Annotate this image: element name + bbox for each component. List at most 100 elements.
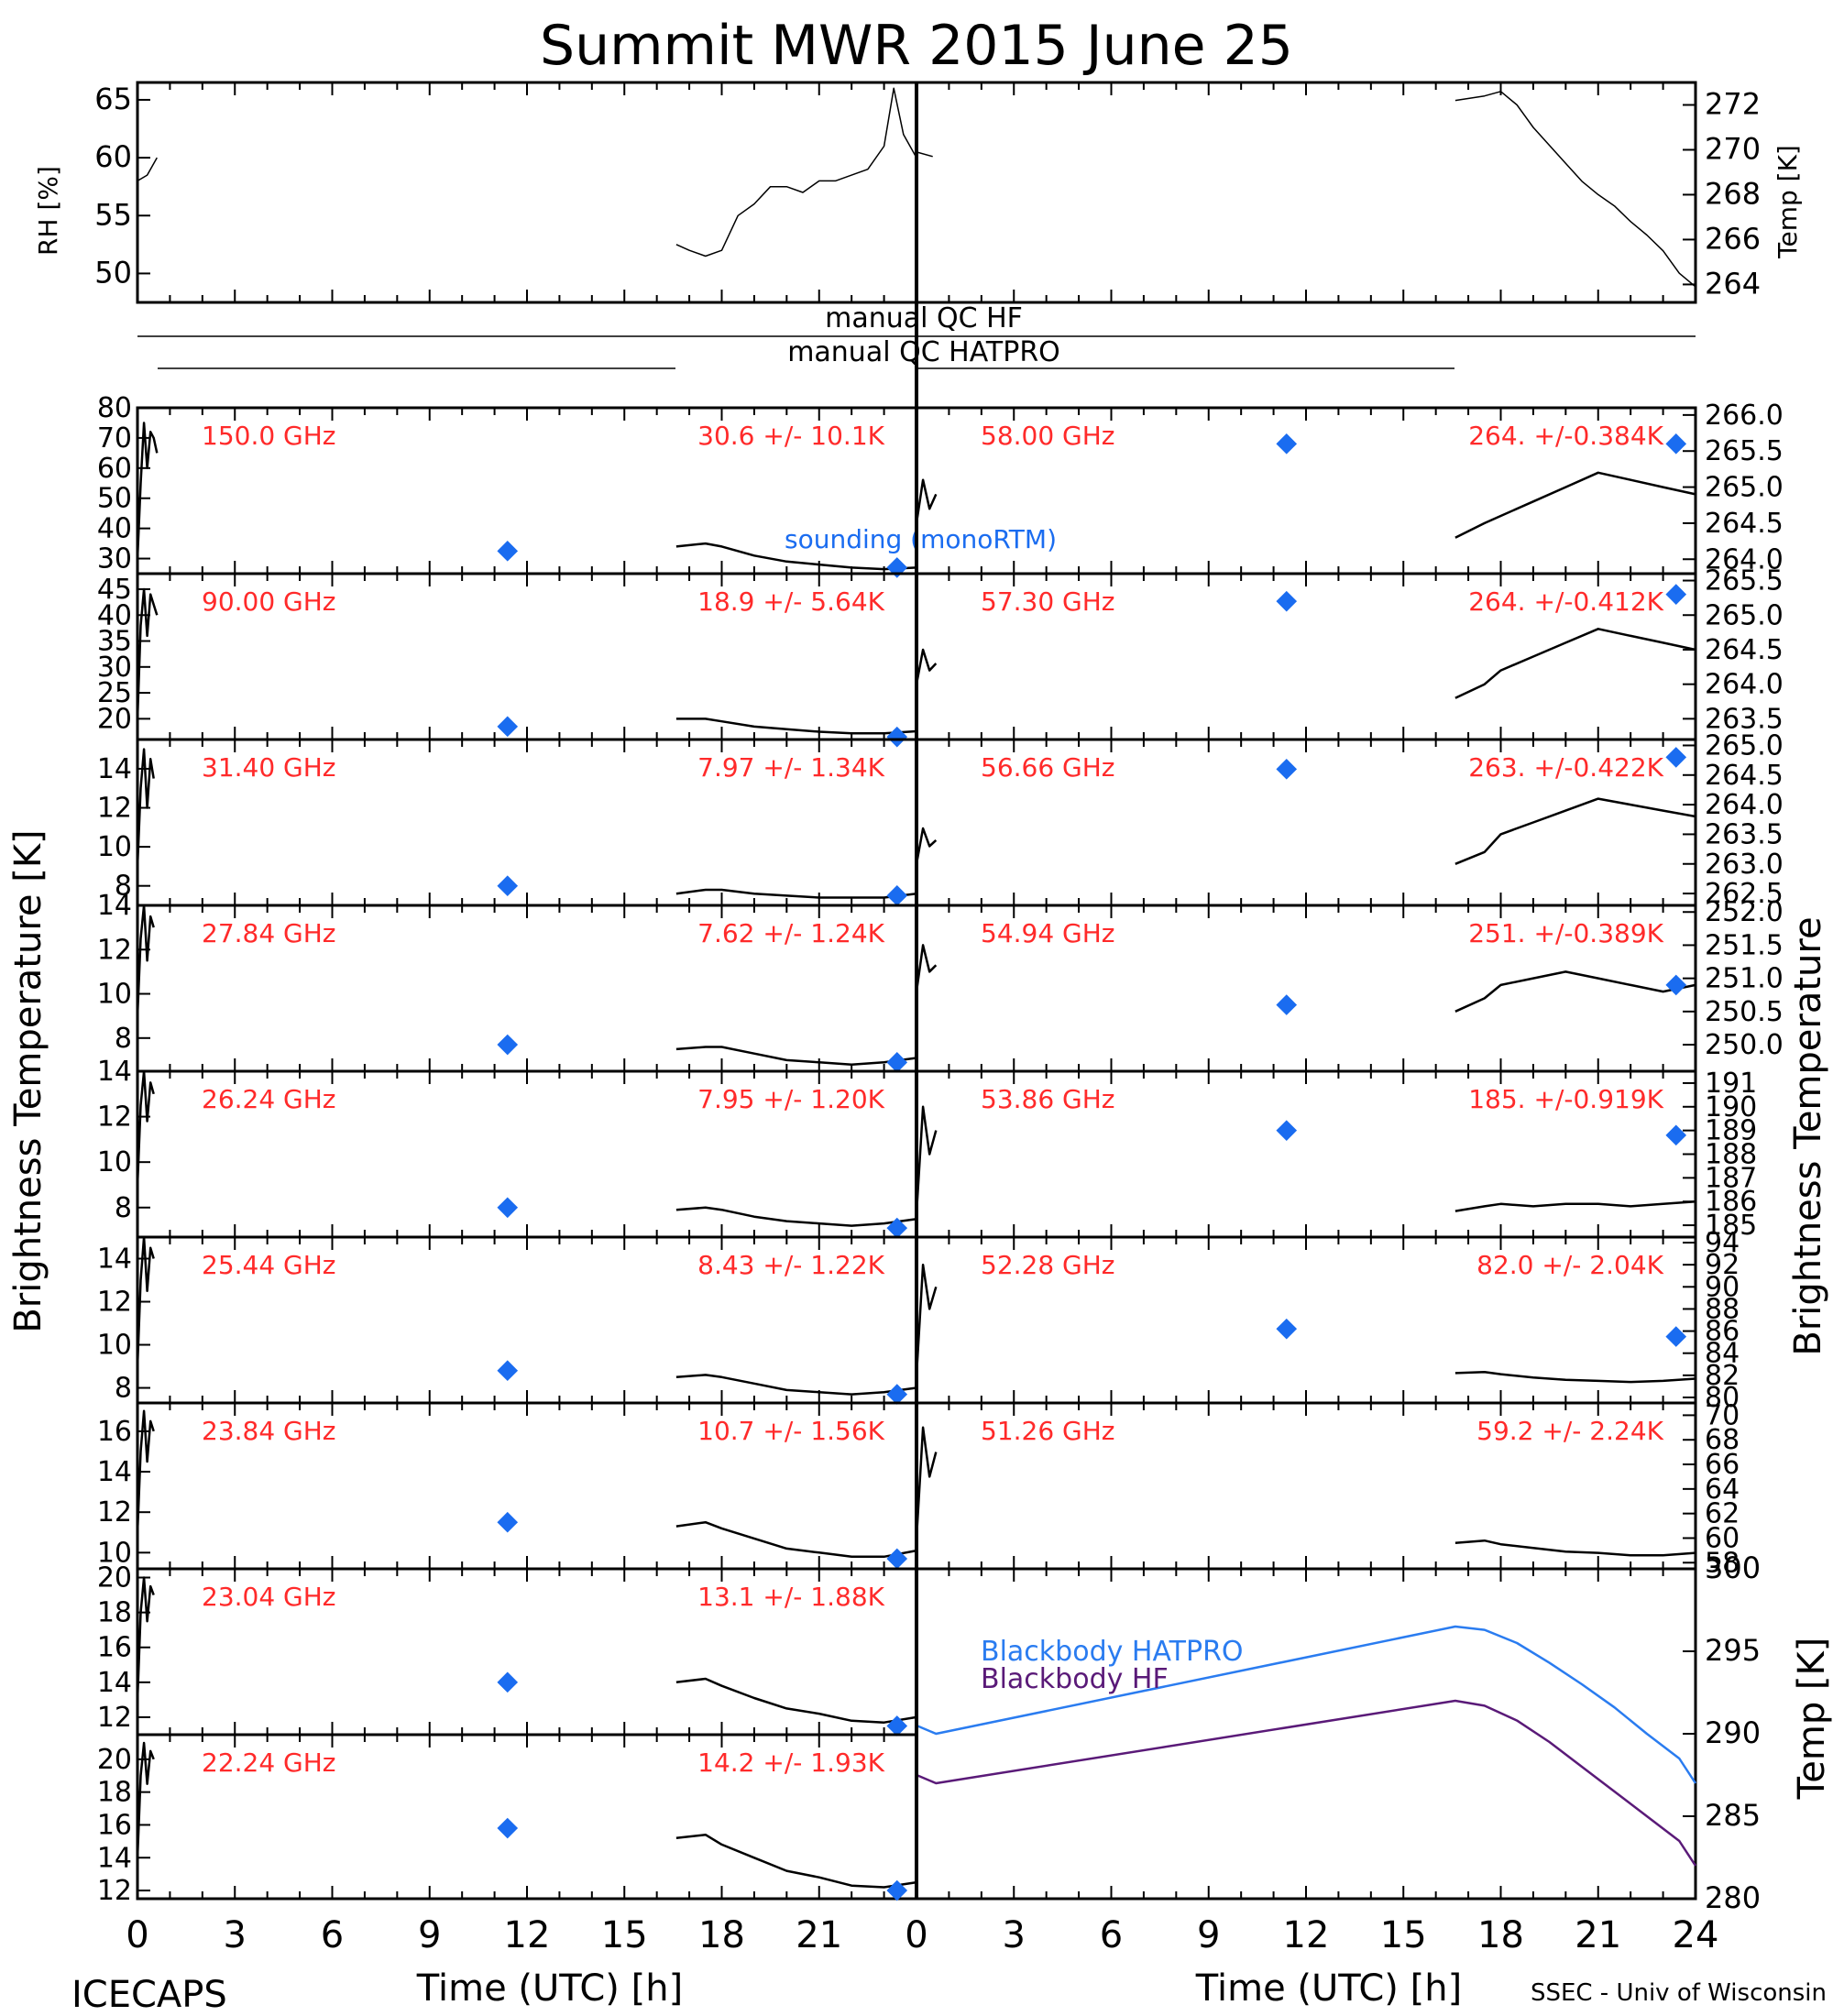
x-tick-label: 6 [321,1914,344,1956]
ch-90.00-series-1-line [675,718,917,735]
y-tick-label: 12 [97,934,132,966]
sounding-legend-label: sounding (monoRTM) [785,524,1057,554]
ch-31.40-stat-label: 7.97 +/- 1.34K [697,752,884,783]
xlabel-right: Time (UTC) [h] [1195,1967,1462,2010]
ch-31.40-panel: 8 10 12 14 31.40 GHz 7.97 +/- 1.34K [97,738,918,907]
y-tick-label: 14 [97,1842,132,1874]
y-tick-label: 80 [1705,1382,1740,1414]
sounding-point [886,1879,908,1901]
y-tick-label: 250.0 [1705,1029,1784,1061]
x-tick-label: 9 [1197,1914,1220,1956]
y-tick-label: 14 [97,1667,132,1699]
y-tick-label: 10 [97,979,132,1011]
y-tick-label: 20 [97,1744,132,1776]
y-tick-label: 264.5 [1705,760,1784,792]
y-tick-label: 12 [97,1875,132,1907]
y-tick-label: 10 [97,1330,132,1362]
y-tick-label: 300 [1705,1550,1761,1585]
y-tick-label: 295 [1705,1633,1761,1668]
blackbody-panel: 280 285 290 295 300 Blackbody HATPROBlackbody… [915,1550,1761,1915]
ch-22.24-series-0-line [136,1741,155,1858]
temp-yticks: 264 266 268 270 272 [1683,86,1761,301]
y-tick-label: 30 [97,543,132,575]
ch-23.84-stat-label: 10.7 +/- 1.56K [697,1416,884,1446]
qc-hf-label: manual QC HF [825,302,1023,334]
y-tick-label: 268 [1705,176,1761,211]
x-tick-label: 18 [698,1914,745,1956]
x-tick-label: 15 [1380,1914,1427,1956]
ch-54.94-series-0-line [915,944,938,992]
ch-90.00-freq-label: 90.00 GHz [202,586,336,617]
y-tick-label: 266.0 [1705,400,1784,432]
y-tick-label: 12 [97,793,132,825]
sounding-point [497,1671,519,1693]
y-tick-label: 94 [1705,1227,1740,1259]
rh-yticks: 50 55 60 65 [94,82,150,290]
y-tick-label: 190 [1705,1091,1757,1123]
y-tick-label: 50 [94,255,132,290]
y-tick-label: 272 [1705,86,1761,121]
y-tick-label: 14 [97,753,132,785]
ch-58.00-stat-label: 264. +/-0.384K [1468,421,1663,451]
y-tick-label: 8 [115,1023,132,1055]
y-tick-label: 40 [97,599,132,631]
ch-23.04-series-0-line [136,1576,155,1700]
ch-54.94-stat-label: 251. +/-0.389K [1468,918,1663,948]
y-tick-label: 191 [1705,1068,1757,1100]
ch-54.94-series-1-line [1454,970,1696,1013]
ch-56.66-stat-label: 263. +/-0.422K [1468,752,1663,783]
ch-58.00-series-1-line [1454,471,1696,539]
ch-26.24-freq-label: 26.24 GHz [202,1084,336,1114]
ch-27.84-series-1-line [675,1046,917,1067]
y-tick-label: 20 [97,1562,132,1594]
x-tick-label: 12 [1283,1914,1330,1956]
legend-bb-hf: Blackbody HF [981,1663,1169,1695]
ch-25.44-panel: 8 10 12 14 25.44 GHz 8.43 +/- 1.22K [97,1235,918,1405]
x-tick-label: 21 [796,1914,842,1956]
x-tick-label: 3 [224,1914,247,1956]
ch-26.24-xticks [137,1071,917,1237]
y-tick-label: 264.5 [1705,634,1784,666]
rh-series-0-line [137,157,158,182]
y-tick-label: 263.0 [1705,849,1784,881]
ch-31.40-xticks [137,740,917,905]
sounding-point [886,1384,908,1405]
ch-23.04-freq-label: 23.04 GHz [202,1582,336,1612]
ch-57.30-series-0-line [915,648,938,685]
footer-left: ICECAPS [71,1974,227,2016]
ch-27.84-yticks: 8 10 12 14 [97,890,150,1055]
y-tick-label: 88 [1705,1293,1740,1325]
y-tick-label: 264 [1705,266,1761,301]
y-tick-label: 265.5 [1705,435,1784,467]
sounding-point [1276,590,1298,612]
ch-25.44-series-1-line [675,1374,917,1396]
temp-series-0-line [916,151,933,158]
y-tick-label: 25 [97,677,132,709]
ch-23.84-series-1-line [675,1520,917,1559]
ch-57.30-freq-label: 57.30 GHz [981,586,1115,617]
y-tick-label: 40 [97,513,132,545]
y-tick-label: 251.0 [1705,963,1784,995]
sounding-point [1665,584,1687,605]
y-tick-label: 263.5 [1705,818,1784,850]
ch-150.00-stat-label: 30.6 +/- 10.1K [697,421,884,451]
y-tick-label: 186 [1705,1186,1757,1218]
y-tick-label: 90 [1705,1271,1740,1303]
ch-25.44-series-0-line [136,1235,155,1367]
y-tick-label: 92 [1705,1249,1740,1281]
y-tick-label: 189 [1705,1115,1757,1147]
ch-51.26-series-0-line [915,1426,938,1539]
y-tick-label: 64 [1705,1474,1740,1506]
ch-90.00-series-0-line [136,587,159,719]
